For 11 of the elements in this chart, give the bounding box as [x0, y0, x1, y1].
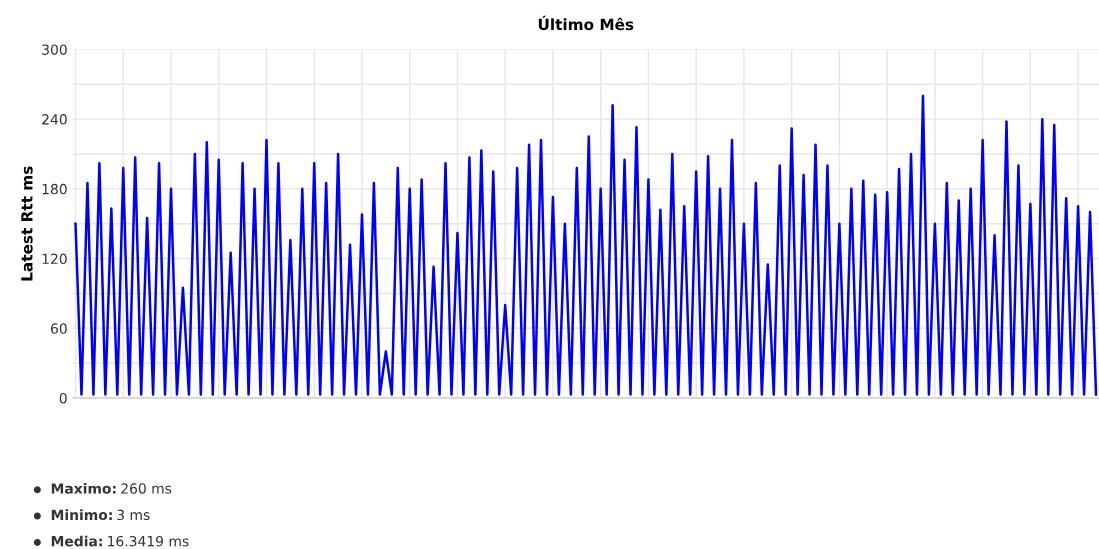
- y-tick-label: 0: [59, 392, 67, 404]
- chart-title: Último Mês: [538, 15, 634, 31]
- y-axis-title: Latest Rtt ms: [21, 166, 33, 281]
- y-tick-label: 60: [50, 323, 67, 334]
- y-tick-label: 240: [42, 114, 67, 125]
- y-tick-label: 300: [42, 44, 67, 55]
- text: Minimo: 3 ms: [51, 509, 150, 521]
- text: Media: 16.3419 ms: [51, 535, 189, 547]
- y-tick-label: 120: [42, 253, 67, 265]
- y-tick-label: 180: [42, 183, 67, 195]
- text: Maximo: 260 ms: [51, 482, 172, 494]
